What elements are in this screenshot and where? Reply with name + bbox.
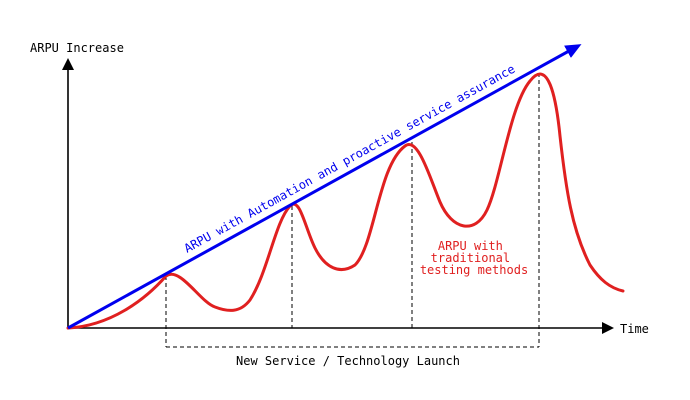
launch-bracket-label: New Service / Technology Launch: [236, 354, 460, 368]
y-axis-label: ARPU Increase: [30, 41, 124, 55]
traditional-arpu-curve: [66, 72, 625, 330]
traditional-curve-label: ARPU with traditional testing methods: [420, 239, 528, 277]
traditional-label-line-1: ARPU with: [438, 239, 503, 253]
automation-arpu-line: [67, 44, 582, 330]
x-axis-label: Time: [620, 322, 649, 336]
traditional-label-line-2: traditional: [431, 251, 510, 265]
launch-guides: [165, 73, 540, 347]
traditional-label-line-3: testing methods: [420, 263, 528, 277]
